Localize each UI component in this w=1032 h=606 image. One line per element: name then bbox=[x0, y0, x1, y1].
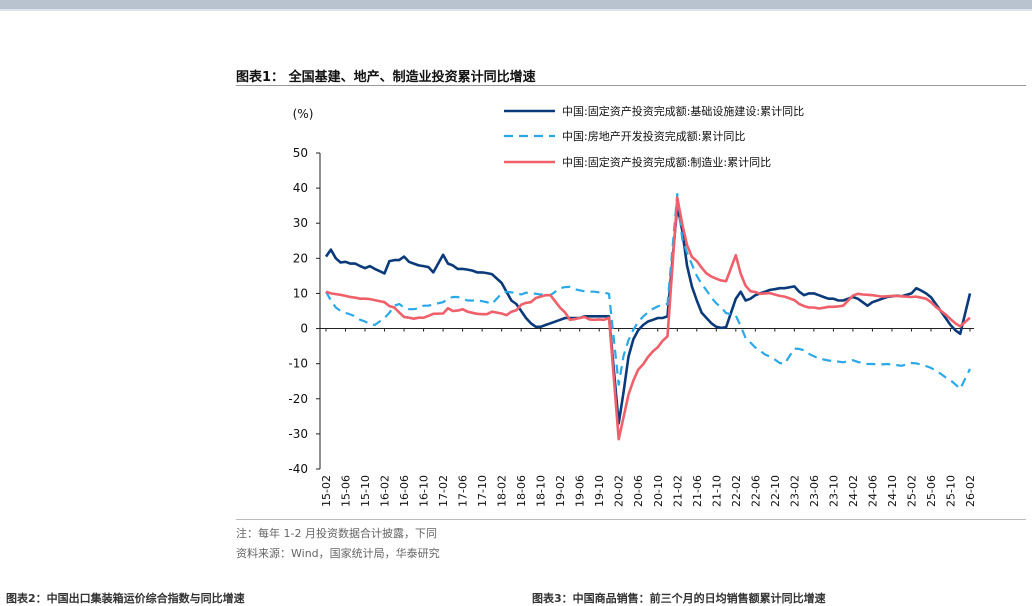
x-tick-label: 18-06 bbox=[515, 475, 528, 507]
x-tick-label: 24-02 bbox=[847, 475, 860, 507]
legend-label-1: 中国:固定资产投资完成额:基础设施建设:累计同比 bbox=[562, 104, 804, 118]
next-figure-title-left: 图表2：中国出口集装箱运价综合指数与同比增速 bbox=[6, 592, 245, 605]
x-tick-label: 16-10 bbox=[418, 475, 431, 507]
x-tick-label: 22-02 bbox=[730, 475, 743, 507]
figure-source: 资料来源：Wind，国家统计局，华泰研究 bbox=[236, 547, 440, 560]
x-tick-label: 23-02 bbox=[788, 475, 801, 507]
y-tick-label: 0 bbox=[300, 322, 308, 336]
y-tick-label: -40 bbox=[288, 462, 308, 476]
x-tick-label: 24-10 bbox=[886, 475, 899, 507]
x-tick-label: 22-06 bbox=[749, 475, 762, 507]
x-tick-label: 15-06 bbox=[340, 475, 353, 507]
figure-note: 注：每年 1-2 月投资数据合计披露，下同 bbox=[236, 527, 437, 540]
x-tick-label: 25-10 bbox=[944, 475, 957, 507]
series-line-2 bbox=[325, 193, 971, 390]
y-axis-label: (%) bbox=[293, 107, 314, 121]
title-divider bbox=[236, 85, 1026, 86]
x-tick-label: 18-02 bbox=[496, 475, 509, 507]
chart-legend: 中国:固定资产投资完成额:基础设施建设:累计同比中国:房地产开发投资完成额:累计… bbox=[504, 104, 804, 169]
legend-label-2: 中国:房地产开发投资完成额:累计同比 bbox=[562, 129, 745, 143]
note-divider bbox=[236, 519, 1026, 520]
chart-lines bbox=[324, 193, 972, 441]
y-tick-label: -30 bbox=[288, 427, 308, 441]
y-tick-label: 30 bbox=[293, 216, 308, 230]
next-figure-title-right: 图表3：中国商品销售：前三个月的日均销售额累计同比增速 bbox=[532, 592, 826, 605]
x-tick-label: 21-10 bbox=[710, 475, 723, 507]
y-tick-label: 10 bbox=[293, 286, 308, 300]
x-tick-label: 16-02 bbox=[379, 475, 392, 507]
x-tick-label: 23-06 bbox=[808, 475, 821, 507]
x-tick-label: 19-06 bbox=[574, 475, 587, 507]
x-tick-label: 21-02 bbox=[671, 475, 684, 507]
x-tick-label: 20-06 bbox=[632, 475, 645, 507]
x-tick-label: 22-10 bbox=[769, 475, 782, 507]
x-tick-label: 19-02 bbox=[554, 475, 567, 507]
header-band-shadow bbox=[0, 9, 1032, 11]
series-line-1 bbox=[324, 204, 972, 425]
x-tick-label: 21-06 bbox=[691, 475, 704, 507]
y-tick-label: 50 bbox=[293, 146, 308, 160]
x-tick-label: 20-02 bbox=[613, 475, 626, 507]
x-tick-label: 17-06 bbox=[457, 475, 470, 507]
x-tick-label: 18-10 bbox=[535, 475, 548, 507]
legend-label-3: 中国:固定资产投资完成额:制造业:累计同比 bbox=[562, 155, 771, 169]
x-tick-label: 19-10 bbox=[593, 475, 606, 507]
y-tick-label: -10 bbox=[288, 357, 308, 371]
chart-axes: 50 40 30 20 10 0 -10 -20 -30 -40 (%) 15-02 15-06 15-1… bbox=[288, 107, 977, 507]
x-tick-label: 26-02 bbox=[964, 475, 977, 507]
y-tick-label: -20 bbox=[288, 392, 308, 406]
y-tick-label: 40 bbox=[293, 181, 308, 195]
header-band bbox=[0, 0, 1032, 9]
y-tick-label: 20 bbox=[293, 251, 308, 265]
x-tick-label: 17-10 bbox=[476, 475, 489, 507]
x-tick-label: 23-10 bbox=[827, 475, 840, 507]
series-line-3 bbox=[325, 196, 971, 441]
x-tick-label: 15-02 bbox=[320, 475, 333, 507]
x-tick-label: 17-02 bbox=[437, 475, 450, 507]
x-tick-label: 25-06 bbox=[925, 475, 938, 507]
x-tick-label: 25-02 bbox=[905, 475, 918, 507]
figure-title: 图表1： 全国基建、地产、制造业投资累计同比增速 bbox=[236, 70, 536, 85]
x-tick-label: 24-06 bbox=[866, 475, 879, 507]
x-tick-label: 15-10 bbox=[359, 475, 372, 507]
x-tick-label: 20-10 bbox=[652, 475, 665, 507]
x-tick-label: 16-06 bbox=[398, 475, 411, 507]
